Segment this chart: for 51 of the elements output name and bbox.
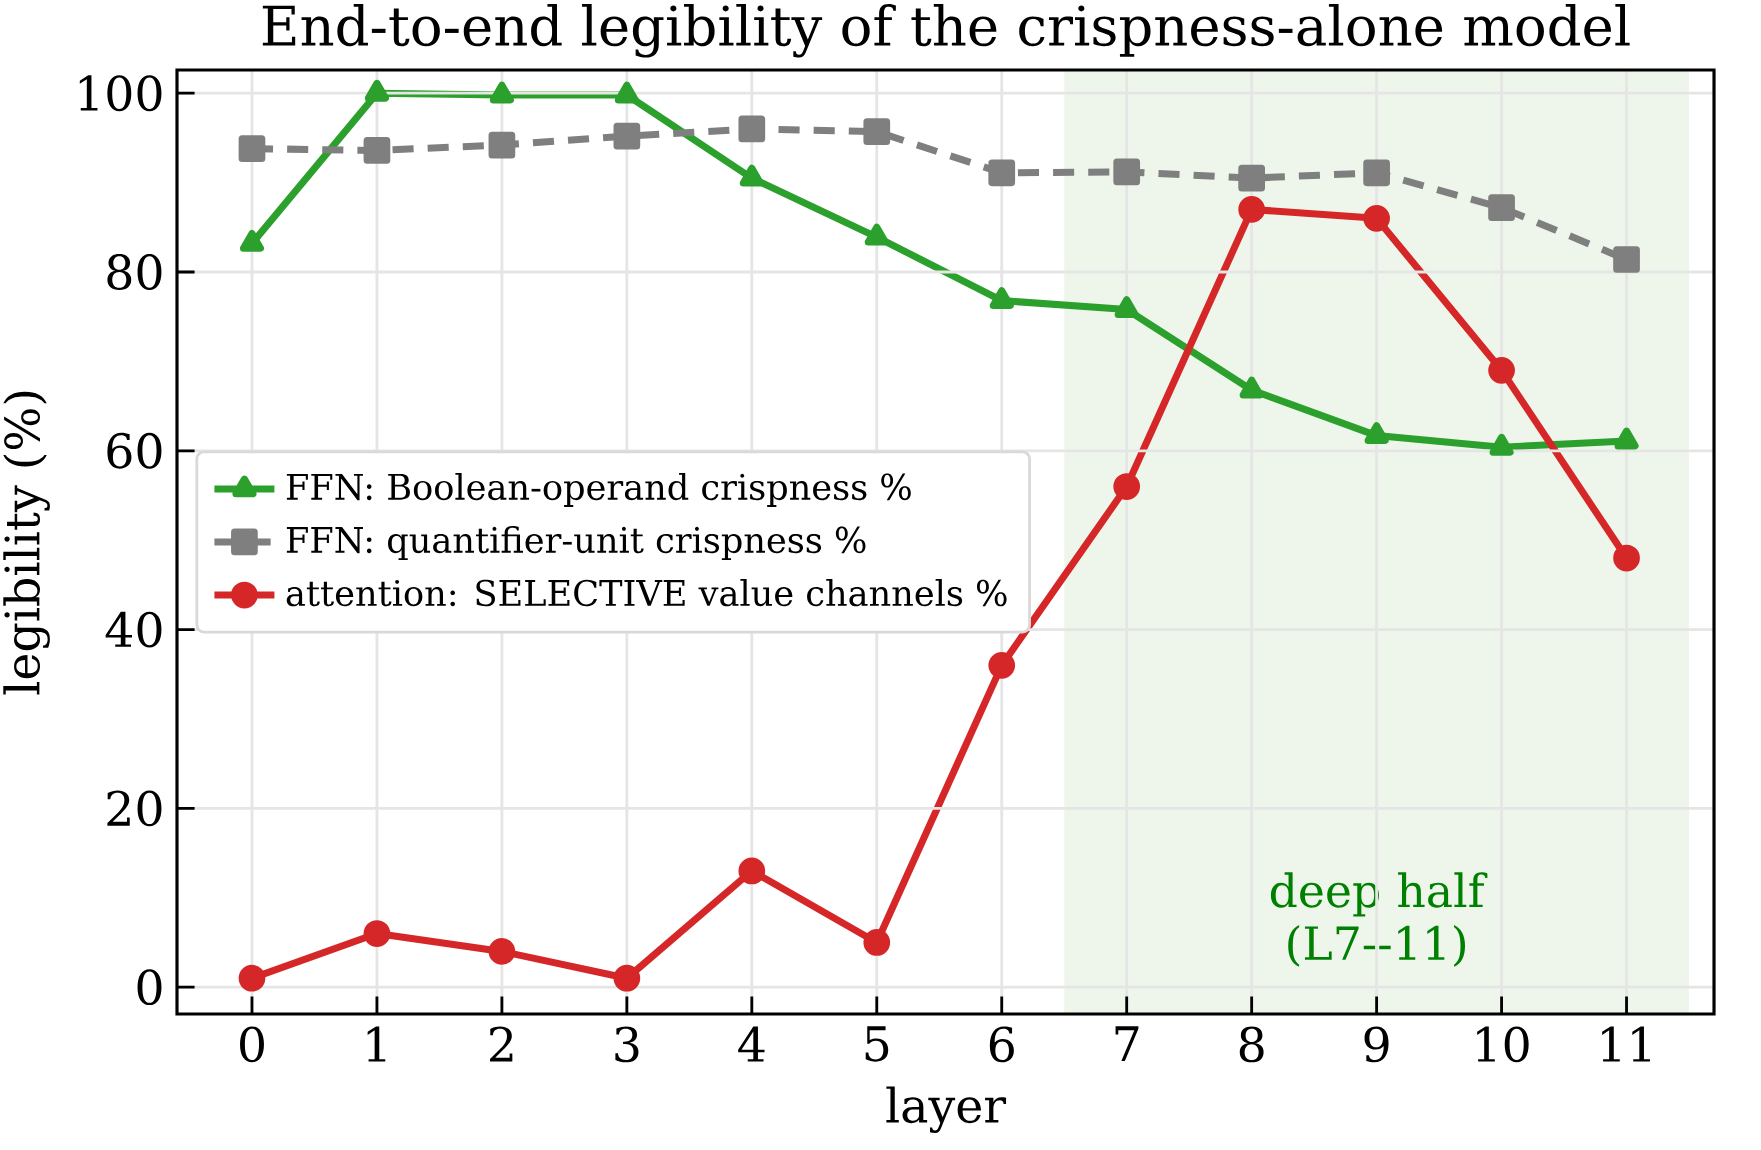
x-axis-title: layer <box>886 1086 1007 1133</box>
point <box>1363 159 1390 187</box>
point <box>1364 422 1389 445</box>
chart-title: End-to-end legibility of the crispness-alone model <box>262 4 1630 58</box>
x-tick-label: 1 <box>367 1026 386 1062</box>
point <box>1238 164 1266 192</box>
point <box>1113 158 1141 186</box>
point <box>1363 205 1390 232</box>
x-tick-label: 5 <box>865 1026 889 1062</box>
legend-label: FFN: quantifier-unit crispness % <box>286 525 866 561</box>
point <box>1613 544 1640 572</box>
x-tick-label: 4 <box>738 1026 765 1062</box>
point <box>863 929 891 956</box>
point <box>613 122 641 150</box>
y-axis-title: legibility (%) <box>3 391 50 695</box>
x-tick-label: 7 <box>1115 1026 1139 1061</box>
y-tick-label: 80 <box>107 254 162 290</box>
point <box>488 938 516 965</box>
point <box>738 857 766 885</box>
x-tick-label: 9 <box>1364 1026 1389 1063</box>
point <box>988 159 1016 187</box>
x-tick-label: 10 <box>1477 1026 1529 1063</box>
point <box>238 964 266 992</box>
point <box>613 964 641 992</box>
y-tick-label: 60 <box>107 432 162 469</box>
point <box>363 920 391 947</box>
point <box>488 131 516 159</box>
point <box>738 115 766 143</box>
point <box>863 118 891 146</box>
x-tick-label: 0 <box>240 1026 264 1063</box>
y-tick-label: 20 <box>107 790 162 827</box>
point <box>988 651 1016 679</box>
x-tick-label: 6 <box>989 1026 1014 1063</box>
point <box>1488 356 1515 384</box>
point <box>1238 196 1266 223</box>
x-tick-label: 2 <box>490 1026 513 1062</box>
point <box>238 135 266 162</box>
point <box>1488 194 1515 221</box>
legend-label: FFN: Boolean-operand crispness % <box>286 472 911 507</box>
y-tick-label: 100 <box>79 75 162 112</box>
legend-label: attention: SELECTIVE value channels % <box>286 579 1007 607</box>
point <box>1613 246 1640 273</box>
point <box>1113 473 1141 500</box>
point <box>989 287 1014 310</box>
y-tick-label: 40 <box>105 611 162 648</box>
x-tick-label: 11 <box>1602 1026 1650 1062</box>
band-label: deep half (L7--11) <box>1270 872 1488 967</box>
point <box>363 137 391 164</box>
y-tick-label: 0 <box>137 969 162 1006</box>
x-tick-label: 8 <box>1239 1026 1264 1063</box>
x-tick-label: 3 <box>615 1026 639 1063</box>
